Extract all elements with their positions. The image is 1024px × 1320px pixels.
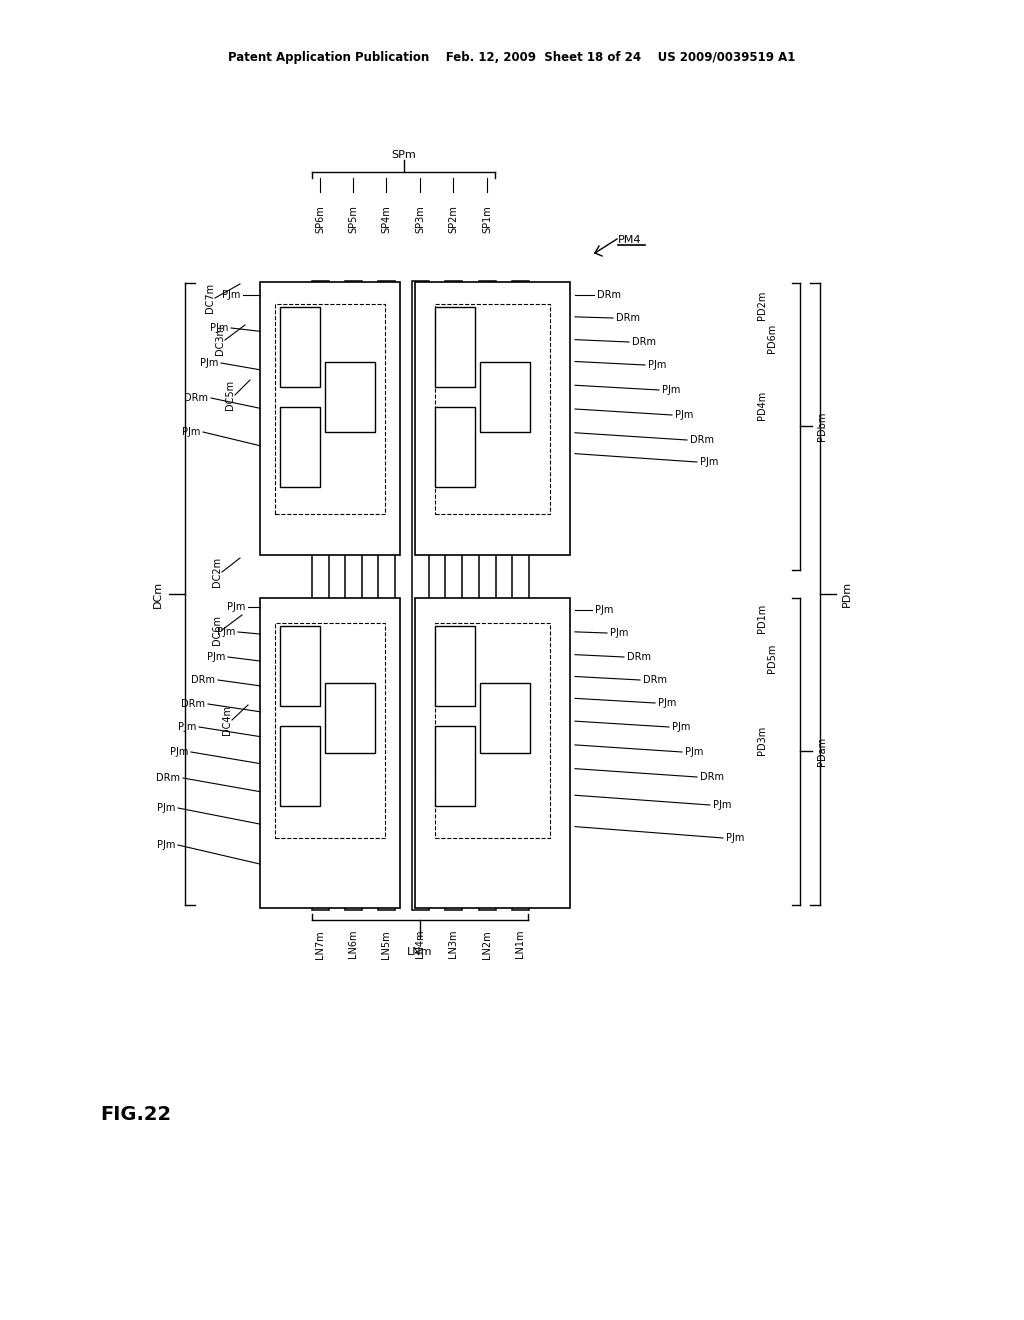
Text: LN3m: LN3m <box>449 931 458 958</box>
Text: PJm: PJm <box>221 290 240 300</box>
Bar <box>435 726 475 807</box>
Bar <box>275 304 385 513</box>
Text: FIG.22: FIG.22 <box>100 1106 171 1125</box>
Text: DRm: DRm <box>700 772 724 781</box>
Text: PJm: PJm <box>200 358 218 368</box>
Text: DRm: DRm <box>616 313 640 323</box>
Text: PDam: PDam <box>817 737 827 766</box>
Text: PJm: PJm <box>157 840 175 850</box>
Text: DC6m: DC6m <box>212 615 222 645</box>
Text: PD5m: PD5m <box>767 643 777 673</box>
Text: PJm: PJm <box>595 605 613 615</box>
Text: PJm: PJm <box>658 698 677 708</box>
Text: PD2m: PD2m <box>757 290 767 319</box>
Text: PJm: PJm <box>685 747 703 756</box>
Text: PD4m: PD4m <box>757 391 767 420</box>
Text: LN2m: LN2m <box>482 931 492 958</box>
Text: DRm: DRm <box>191 675 215 685</box>
Bar <box>412 281 429 909</box>
Text: PJm: PJm <box>157 803 175 813</box>
Text: SP3m: SP3m <box>415 205 425 232</box>
Bar <box>435 626 475 706</box>
Text: PJm: PJm <box>181 426 200 437</box>
Text: LN5m: LN5m <box>381 931 391 958</box>
Text: PJm: PJm <box>662 385 680 395</box>
Bar <box>378 281 395 909</box>
Bar <box>312 281 329 909</box>
Text: PM4: PM4 <box>618 235 641 246</box>
Text: PDbm: PDbm <box>817 412 827 441</box>
Text: DCm: DCm <box>153 581 163 607</box>
Text: PJm: PJm <box>675 411 693 420</box>
Text: PJm: PJm <box>672 722 690 733</box>
Bar <box>480 362 530 432</box>
Bar <box>280 726 319 807</box>
Text: SP1m: SP1m <box>482 205 492 232</box>
Text: LN4m: LN4m <box>415 931 425 958</box>
Text: DRm: DRm <box>597 290 621 300</box>
Text: DC7m: DC7m <box>205 282 215 313</box>
Text: PJm: PJm <box>210 323 228 333</box>
Bar <box>345 281 362 909</box>
Text: DC3m: DC3m <box>215 325 225 355</box>
Text: PJm: PJm <box>726 833 744 843</box>
Text: SPm: SPm <box>391 150 416 160</box>
Text: DRm: DRm <box>181 700 205 709</box>
Text: PJm: PJm <box>700 457 719 467</box>
Text: LNm: LNm <box>408 946 433 957</box>
Bar <box>280 308 319 387</box>
Bar <box>445 281 462 909</box>
Bar <box>480 682 530 752</box>
Text: DC2m: DC2m <box>212 557 222 587</box>
Text: DRm: DRm <box>690 436 714 445</box>
Bar <box>435 623 550 838</box>
Bar <box>435 304 550 513</box>
Bar <box>275 623 385 838</box>
Text: DRm: DRm <box>156 774 180 783</box>
Text: DC5m: DC5m <box>225 380 234 411</box>
Bar <box>260 282 400 554</box>
Text: LN7m: LN7m <box>315 931 325 958</box>
Bar <box>280 626 319 706</box>
Text: SP5m: SP5m <box>348 205 358 232</box>
Text: DRm: DRm <box>627 652 651 663</box>
Bar <box>325 362 375 432</box>
Bar <box>415 598 570 908</box>
Text: SP2m: SP2m <box>449 205 458 232</box>
Text: SP6m: SP6m <box>315 205 325 232</box>
Text: PJm: PJm <box>226 602 245 612</box>
Text: Patent Application Publication    Feb. 12, 2009  Sheet 18 of 24    US 2009/00395: Patent Application Publication Feb. 12, … <box>228 51 796 65</box>
Text: PJm: PJm <box>610 628 629 638</box>
Text: PJm: PJm <box>713 800 731 810</box>
Text: PD1m: PD1m <box>757 603 767 632</box>
Text: DRm: DRm <box>184 393 208 403</box>
Text: PJm: PJm <box>170 747 188 756</box>
Bar <box>280 407 319 487</box>
Text: LN1m: LN1m <box>515 931 525 958</box>
Text: PDm: PDm <box>842 581 852 607</box>
Text: SP4m: SP4m <box>381 205 391 232</box>
Text: DRm: DRm <box>632 337 656 347</box>
Bar <box>435 308 475 387</box>
Bar <box>435 407 475 487</box>
Text: PJm: PJm <box>217 627 234 638</box>
Bar <box>512 281 529 909</box>
Text: DRm: DRm <box>643 675 667 685</box>
Bar <box>415 282 570 554</box>
Text: PJm: PJm <box>207 652 225 663</box>
Bar <box>325 682 375 752</box>
Text: PD6m: PD6m <box>767 323 777 352</box>
Text: LN6m: LN6m <box>348 931 358 958</box>
Bar <box>479 281 496 909</box>
Text: PJm: PJm <box>177 722 196 733</box>
Bar <box>260 598 400 908</box>
Text: PD3m: PD3m <box>757 726 767 755</box>
Text: PJm: PJm <box>648 360 667 370</box>
Text: DC4m: DC4m <box>222 705 232 735</box>
